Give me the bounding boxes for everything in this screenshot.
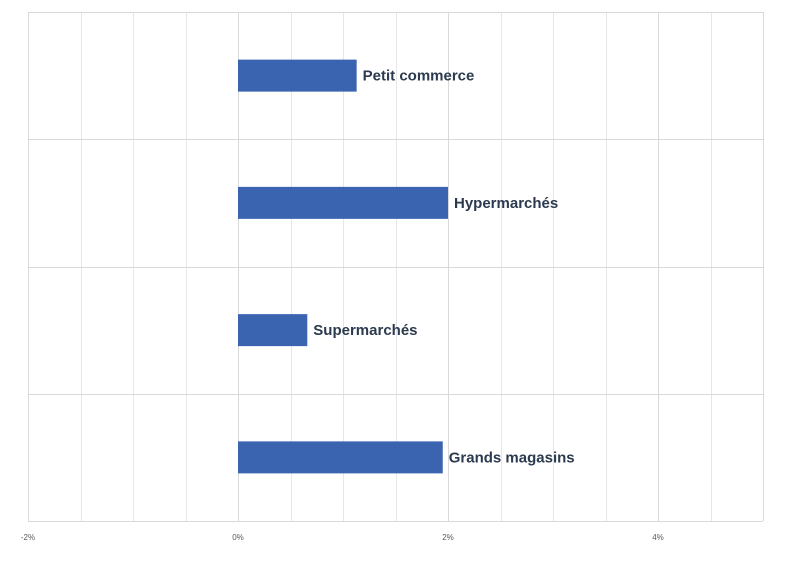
bar-grands-magasins bbox=[238, 441, 443, 474]
bar-hypermarch-s bbox=[238, 186, 448, 219]
x-tick-label: 0% bbox=[232, 533, 244, 542]
data-label: Petit commerce bbox=[363, 68, 475, 85]
data-label: Hypermarchés bbox=[454, 195, 558, 212]
x-tick-label: -2% bbox=[21, 533, 35, 542]
bar-supermarch-s bbox=[238, 314, 308, 347]
x-tick-label: 4% bbox=[652, 533, 664, 542]
x-tick-label: 2% bbox=[442, 533, 454, 542]
data-label: Grands magasins bbox=[449, 449, 575, 466]
bar-petit-commerce bbox=[238, 59, 357, 92]
data-label: Supermarchés bbox=[313, 322, 417, 339]
